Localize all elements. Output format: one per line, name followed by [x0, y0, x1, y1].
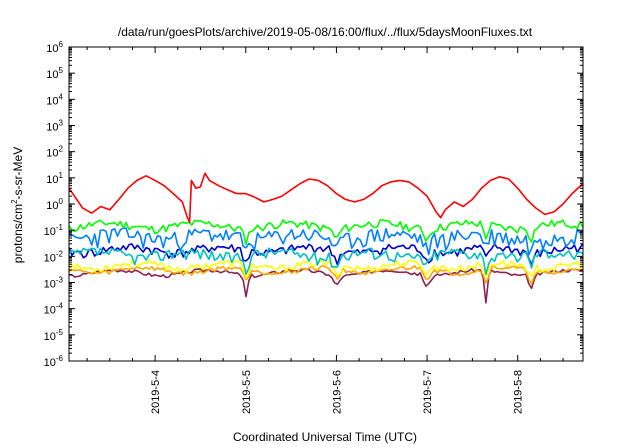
x-tick-label: 2019-5-4 [150, 370, 162, 414]
series-line [68, 247, 584, 275]
x-tick-label: 2019-5-7 [422, 370, 434, 414]
series-line [68, 267, 584, 304]
y-tick-label: 10-1 [44, 223, 64, 238]
y-tick-label: 106 [46, 40, 63, 55]
series-line [68, 219, 584, 246]
y-tick-label: 10-3 [44, 276, 64, 291]
series-line [68, 243, 584, 266]
plot-frame [68, 46, 584, 362]
plot-area [68, 172, 584, 304]
y-axis-label: protons/cm2-s-sr-MeV [10, 147, 25, 263]
x-axis-label: Coordinated Universal Time (UTC) [233, 430, 417, 444]
series-line [68, 259, 584, 279]
y-axis-label-post: -s-sr-MeV [11, 147, 25, 200]
x-tick-label: 2019-5-6 [331, 370, 343, 414]
series-line [68, 227, 584, 256]
series-line [68, 172, 584, 224]
y-axis-label-sup: 2 [10, 199, 19, 204]
y-tick-label: 10-6 [44, 354, 64, 369]
chart-title: /data/run/goesPlots/archive/2019-05-08/1… [118, 25, 533, 39]
y-tick-label: 104 [46, 92, 63, 107]
x-tick-label: 2019-5-5 [241, 370, 253, 414]
y-axis-label-pre: protons/cm [11, 204, 25, 263]
y-tick-label: 10-4 [44, 302, 64, 317]
y-tick-label: 105 [46, 66, 63, 81]
y-tick-label: 100 [46, 197, 63, 212]
y-tick-label: 102 [46, 145, 63, 160]
y-axis: 10-6 10-5 10-4 10-3 10-2 10-1 100 101 102 103 104 1… [44, 40, 583, 369]
y-tick-label: 101 [46, 171, 63, 186]
y-tick-label: 10-5 [44, 328, 64, 343]
y-tick-label: 10-2 [44, 249, 64, 264]
x-tick-label: 2019-5-8 [513, 370, 525, 414]
y-tick-label: 103 [46, 119, 63, 134]
series-line [68, 264, 584, 285]
x-axis: 2019-5-4 2019-5-5 2019-5-6 2019-5-7 2019-5-8 [86, 47, 564, 414]
